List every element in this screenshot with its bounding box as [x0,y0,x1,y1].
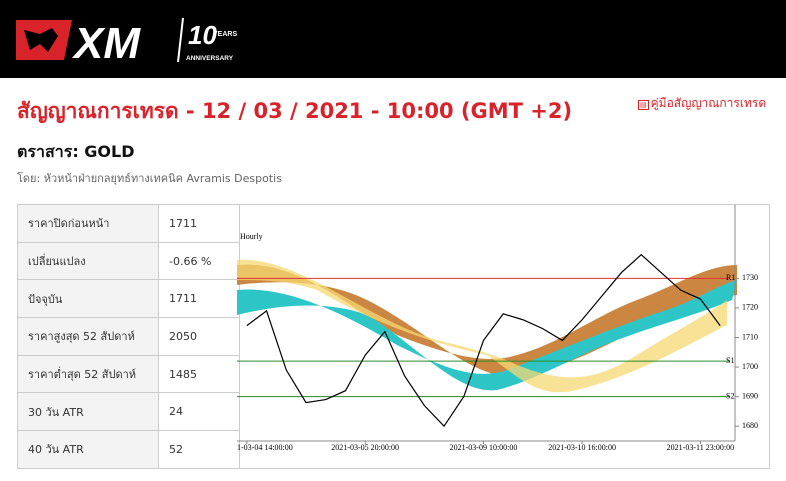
x-tick-label: 2021-03-05 20:00:00 [331,443,399,452]
cell-label: ราคาต่ำสุด 52 สัปดาห์ [17,354,159,394]
logo: XM 10 YEARS ANNIVERSARY [16,17,237,68]
cell-label: 40 วัน ATR [17,430,159,469]
table-row: 30 วัน ATR 24 [17,392,240,432]
y-tick-label: 1730 [742,273,758,282]
table-row: ราคาปิดก่อนหน้า 1711 [17,204,240,243]
cell-value: 2050 [158,317,240,356]
band-upper [237,259,727,393]
author: โดย: หัวหน้าฝ่ายกลยุทธ์ทางเทคนิค Avramis… [17,172,282,185]
cell-label: 30 วัน ATR [17,392,159,432]
chart-subtitle: Hourly [240,232,263,241]
table-row: ราคาสูงสุด 52 สัปดาห์ 2050 [17,317,240,356]
y-tick-label: 1690 [742,391,758,400]
cell-label: ปัจจุบัน [17,279,159,319]
instrument: ตราสาร: GOLD [17,142,135,161]
level-label: R1 [726,273,735,282]
cell-value: 24 [158,392,240,432]
guide-link-text[interactable]: คู่มือสัญญาณการเทรด [650,96,767,110]
y-tick-label: 1680 [742,421,758,430]
anniversary-years: YEARS [213,31,237,38]
cell-value: -0.66 % [158,241,240,281]
cell-value: 52 [158,430,240,469]
level-label: S2 [726,391,734,400]
anniversary-text: ANNIVERSARY [186,55,234,62]
table-row: เปลี่ยนแปลง -0.66 % [17,241,240,281]
x-tick-label: 2021-03-10 16:00:00 [548,443,616,452]
level-label: S1 [726,356,734,365]
y-tick-label: 1720 [742,303,758,312]
x-tick-label: 2021-03-09 10:00:00 [450,443,518,452]
header-bar: XM 10 YEARS ANNIVERSARY [0,0,786,78]
anniversary-number: 10 [188,20,217,50]
cell-value: 1711 [158,279,240,319]
table-row: 40 วัน ATR 52 [17,430,240,469]
y-tick-label: 1700 [742,362,758,371]
table-row: ปัจจุบัน 1711 [17,279,240,319]
table-row: ราคาต่ำสุด 52 สัปดาห์ 1485 [17,354,240,394]
price-line [246,253,721,428]
cell-label: ราคาสูงสุด 52 สัปดาห์ [17,317,159,356]
y-tick-label: 1710 [742,332,758,341]
cell-value: 1485 [158,354,240,394]
chart-frame: Hourly 1680 1690 1700 1710 1720 1730 R1 S1 S2 1-03… [237,204,770,469]
cell-value: 1711 [158,204,240,243]
guide-link[interactable]: ▤ คู่มือสัญญาณการเทรด [638,96,767,110]
page-title: สัญญาณการเทรด - 12 / 03 / 2021 - 10:00 (… [17,99,573,123]
stats-table: ราคาปิดก่อนหน้า 1711 เปลี่ยนแปลง -0.66 % ปัจ… [17,204,240,469]
chart: Hourly 1680 1690 1700 1710 1720 1730 R1 S1 S2 1-03… [237,205,758,452]
logo-text: XM [71,19,141,68]
cell-label: เปลี่ยนแปลง [17,241,159,281]
x-tick-label: 1-03-04 14:00:00 [237,443,293,452]
cell-label: ราคาปิดก่อนหน้า [17,204,159,243]
x-tick-label: 2021-03-11 23:00:00 [667,443,734,452]
